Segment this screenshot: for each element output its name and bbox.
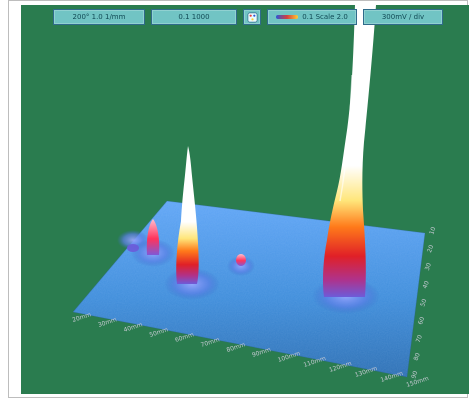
y-tick-label: 30 (424, 262, 433, 272)
x-tick-label: 30mm (97, 316, 118, 329)
peak-right (323, 5, 376, 297)
y-tick-label: 20 (426, 244, 435, 254)
y-tick-label: 60 (417, 316, 426, 326)
x-tick-label: 50mm (149, 326, 170, 339)
x-tick-label: 70mm (200, 336, 221, 349)
toolbar-scale-range-label: 0.1 1000 (178, 12, 210, 21)
y-tick-label: 90 (410, 370, 419, 380)
y-tick-label: 50 (419, 298, 428, 308)
palette-icon (247, 12, 257, 22)
toolbar-scale-range-button[interactable]: 0.1 1000 (151, 9, 237, 25)
y-tick-label: 70 (415, 334, 424, 344)
palette-button[interactable] (243, 9, 261, 25)
color-scale-bar-icon (276, 15, 299, 19)
3d-plot-viewport: 20mm 30mm 40mm 50mm 60mm 70mm 80mm 90mm 100mm 110… (21, 5, 469, 394)
plot-toolbar: 200° 1.0 1/mm 0.1 1000 0.1 Scale 2.0 300… (53, 8, 443, 26)
small-bumps (127, 244, 246, 266)
x-tick-label: 60mm (174, 331, 195, 344)
peak-small-left (146, 219, 160, 255)
toolbar-rotation-button[interactable]: 200° 1.0 1/mm (53, 9, 145, 25)
vertical-scale-button[interactable]: 300mV / div (363, 9, 443, 25)
toolbar-rotation-label: 200° 1.0 1/mm (72, 12, 126, 21)
y-axis: 10 20 30 40 50 60 70 80 90 (410, 226, 437, 380)
screenshot-frame: 20mm 30mm 40mm 50mm 60mm 70mm 80mm 90mm 100mm 110… (8, 0, 469, 398)
3d-plot-canvas: 20mm 30mm 40mm 50mm 60mm 70mm 80mm 90mm 100mm 110… (71, 5, 438, 389)
color-scale-label: 0.1 Scale 2.0 (302, 12, 348, 21)
x-tick-label: 90mm (251, 346, 272, 359)
color-scale-button[interactable]: 0.1 Scale 2.0 (267, 9, 357, 25)
vertical-scale-label: 300mV / div (381, 12, 425, 21)
x-tick-label: 20mm (71, 311, 92, 324)
y-tick-label: 40 (422, 280, 431, 290)
x-tick-label: 80mm (226, 341, 247, 354)
y-tick-label: 10 (428, 226, 437, 236)
x-tick-label: 40mm (123, 321, 144, 334)
peak-center (176, 146, 199, 284)
y-tick-label: 80 (413, 352, 422, 362)
